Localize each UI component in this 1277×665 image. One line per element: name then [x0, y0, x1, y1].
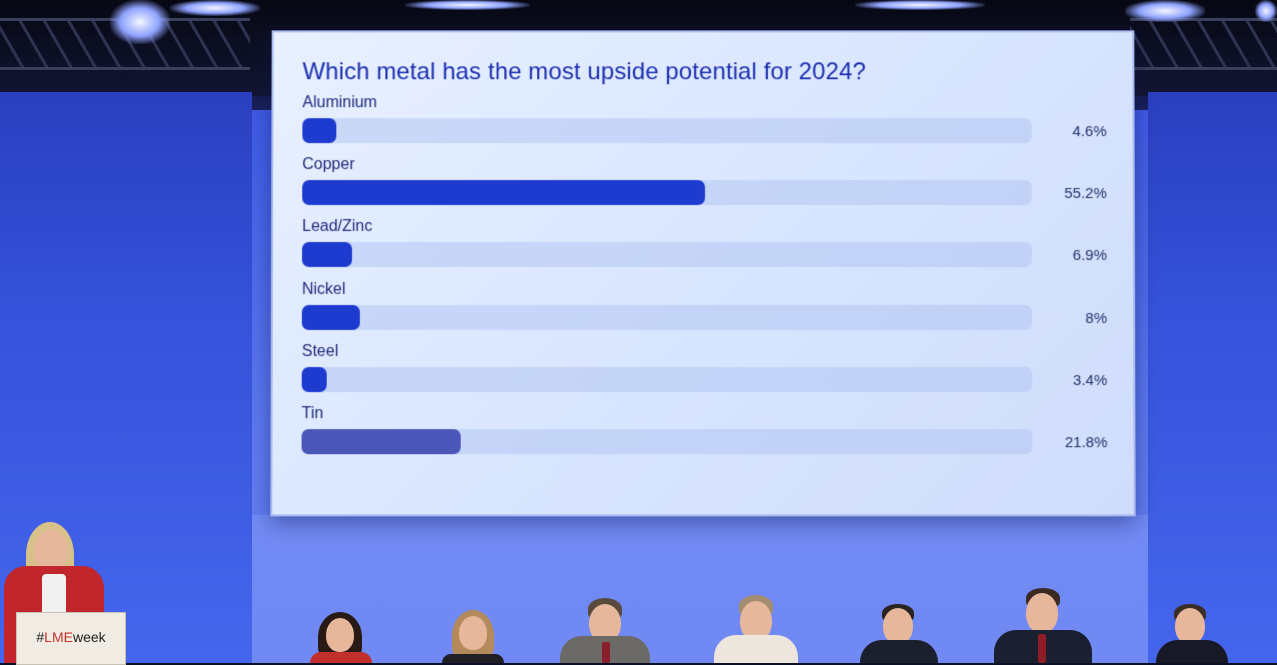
panelist-head [326, 618, 354, 652]
panelist-suit [1156, 640, 1228, 663]
value-label: 21.8% [1065, 434, 1108, 451]
panelist [712, 595, 798, 663]
bar [302, 305, 360, 330]
panelist-head [883, 608, 913, 644]
panelist-suit [860, 640, 938, 663]
lectern-logo: #LMEweek [17, 629, 125, 645]
lectern-suffix: week [73, 629, 106, 645]
panelist-jacket [714, 635, 798, 663]
panelist [992, 588, 1092, 663]
panelist-top [310, 652, 372, 663]
panelist-tie [602, 642, 610, 663]
stage-light [1125, 0, 1205, 22]
bar-track [302, 118, 1031, 143]
lectern-brand: LME [44, 629, 73, 645]
stage-light [110, 0, 170, 44]
panelist [858, 604, 938, 663]
bar-track [302, 242, 1032, 267]
lighting-truss-right [1130, 18, 1277, 70]
poll-row: Copper 55.2% [302, 156, 1107, 210]
bar [302, 429, 461, 454]
category-label: Tin [302, 405, 324, 423]
category-label: Lead/Zinc [302, 218, 372, 236]
stage-wall-right [1148, 92, 1277, 663]
poll-row: Tin 21.8% [302, 405, 1108, 459]
bar [302, 367, 327, 392]
bar-track [302, 180, 1032, 205]
bar-track [302, 305, 1032, 330]
panelist [308, 612, 374, 663]
stage-light [170, 0, 260, 16]
value-label: 55.2% [1064, 185, 1107, 202]
value-label: 3.4% [1073, 372, 1107, 389]
stage-light [855, 0, 985, 10]
lectern-hash: # [36, 629, 44, 645]
stage-light [1255, 0, 1277, 22]
lectern: #LMEweek [16, 612, 126, 665]
panelist [440, 610, 506, 663]
poll-row: Nickel 8% [302, 281, 1107, 335]
bar-track [302, 429, 1033, 454]
value-label: 8% [1085, 310, 1107, 327]
bar [302, 242, 352, 267]
projection-screen: Which metal has the most upside potentia… [270, 30, 1135, 516]
stage-light [405, 0, 530, 10]
poll-row: Aluminium 4.6% [302, 94, 1106, 148]
category-label: Steel [302, 343, 339, 361]
bar-track [302, 367, 1033, 392]
poll-row: Steel 3.4% [302, 343, 1108, 397]
category-label: Aluminium [302, 94, 377, 112]
panelist-head [1026, 593, 1058, 633]
poll-row: Lead/Zinc 6.9% [302, 218, 1107, 272]
category-label: Copper [302, 156, 354, 174]
bar [302, 118, 336, 143]
poll-question: Which metal has the most upside potentia… [302, 58, 865, 86]
bar [302, 180, 705, 205]
value-label: 6.9% [1073, 247, 1107, 264]
value-label: 4.6% [1072, 123, 1106, 140]
panelist-tie [1038, 634, 1046, 663]
panelist-top [442, 654, 504, 663]
panelist [558, 598, 650, 663]
panelist [1154, 604, 1230, 663]
category-label: Nickel [302, 281, 346, 299]
panelist-head [459, 616, 487, 650]
panelist-head [1175, 608, 1205, 644]
